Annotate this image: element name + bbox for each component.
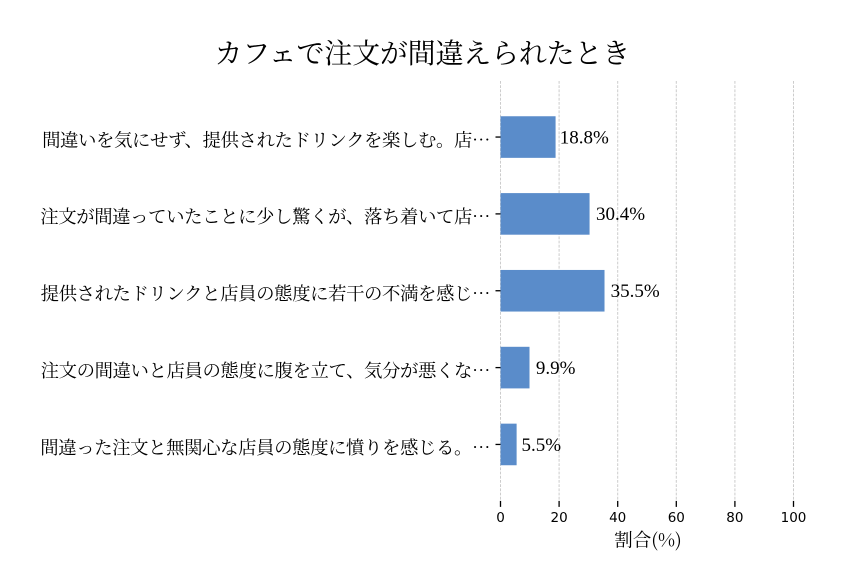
svg-text:40: 40 (609, 510, 626, 526)
svg-text:間違った注文と無関心な店員の態度に憤りを感じる。…: 間違った注文と無関心な店員の態度に憤りを感じる。… (40, 434, 490, 460)
svg-text:30.4%: 30.4% (596, 204, 645, 225)
svg-text:カフェで注文が間違えられたとき: カフェで注文が間違えられたとき (214, 32, 630, 72)
svg-text:間違いを気にせず、提供されたドリンクを楽しむ。店…: 間違いを気にせず、提供されたドリンクを楽しむ。店… (42, 126, 490, 152)
svg-text:注文の間違いと店員の態度に腹を立て、気分が悪くな…: 注文の間違いと店員の態度に腹を立て、気分が悪くな… (41, 357, 490, 383)
svg-text:20: 20 (551, 510, 568, 526)
svg-text:注文が間違っていたことに少し驚くが、落ち着いて店…: 注文が間違っていたことに少し驚くが、落ち着いて店… (40, 203, 490, 229)
svg-text:100: 100 (781, 510, 807, 526)
svg-text:18.8%: 18.8% (560, 127, 609, 148)
svg-text:35.5%: 35.5% (611, 281, 660, 302)
svg-text:9.9%: 9.9% (536, 358, 576, 379)
svg-text:0: 0 (496, 510, 505, 526)
svg-text:提供されたドリンクと店員の態度に若干の不満を感じ…: 提供されたドリンクと店員の態度に若干の不満を感じ… (41, 280, 490, 306)
svg-text:割合(%): 割合(%) (614, 526, 682, 552)
svg-text:5.5%: 5.5% (522, 435, 562, 456)
svg-text:60: 60 (668, 510, 685, 526)
svg-text:80: 80 (726, 510, 743, 526)
